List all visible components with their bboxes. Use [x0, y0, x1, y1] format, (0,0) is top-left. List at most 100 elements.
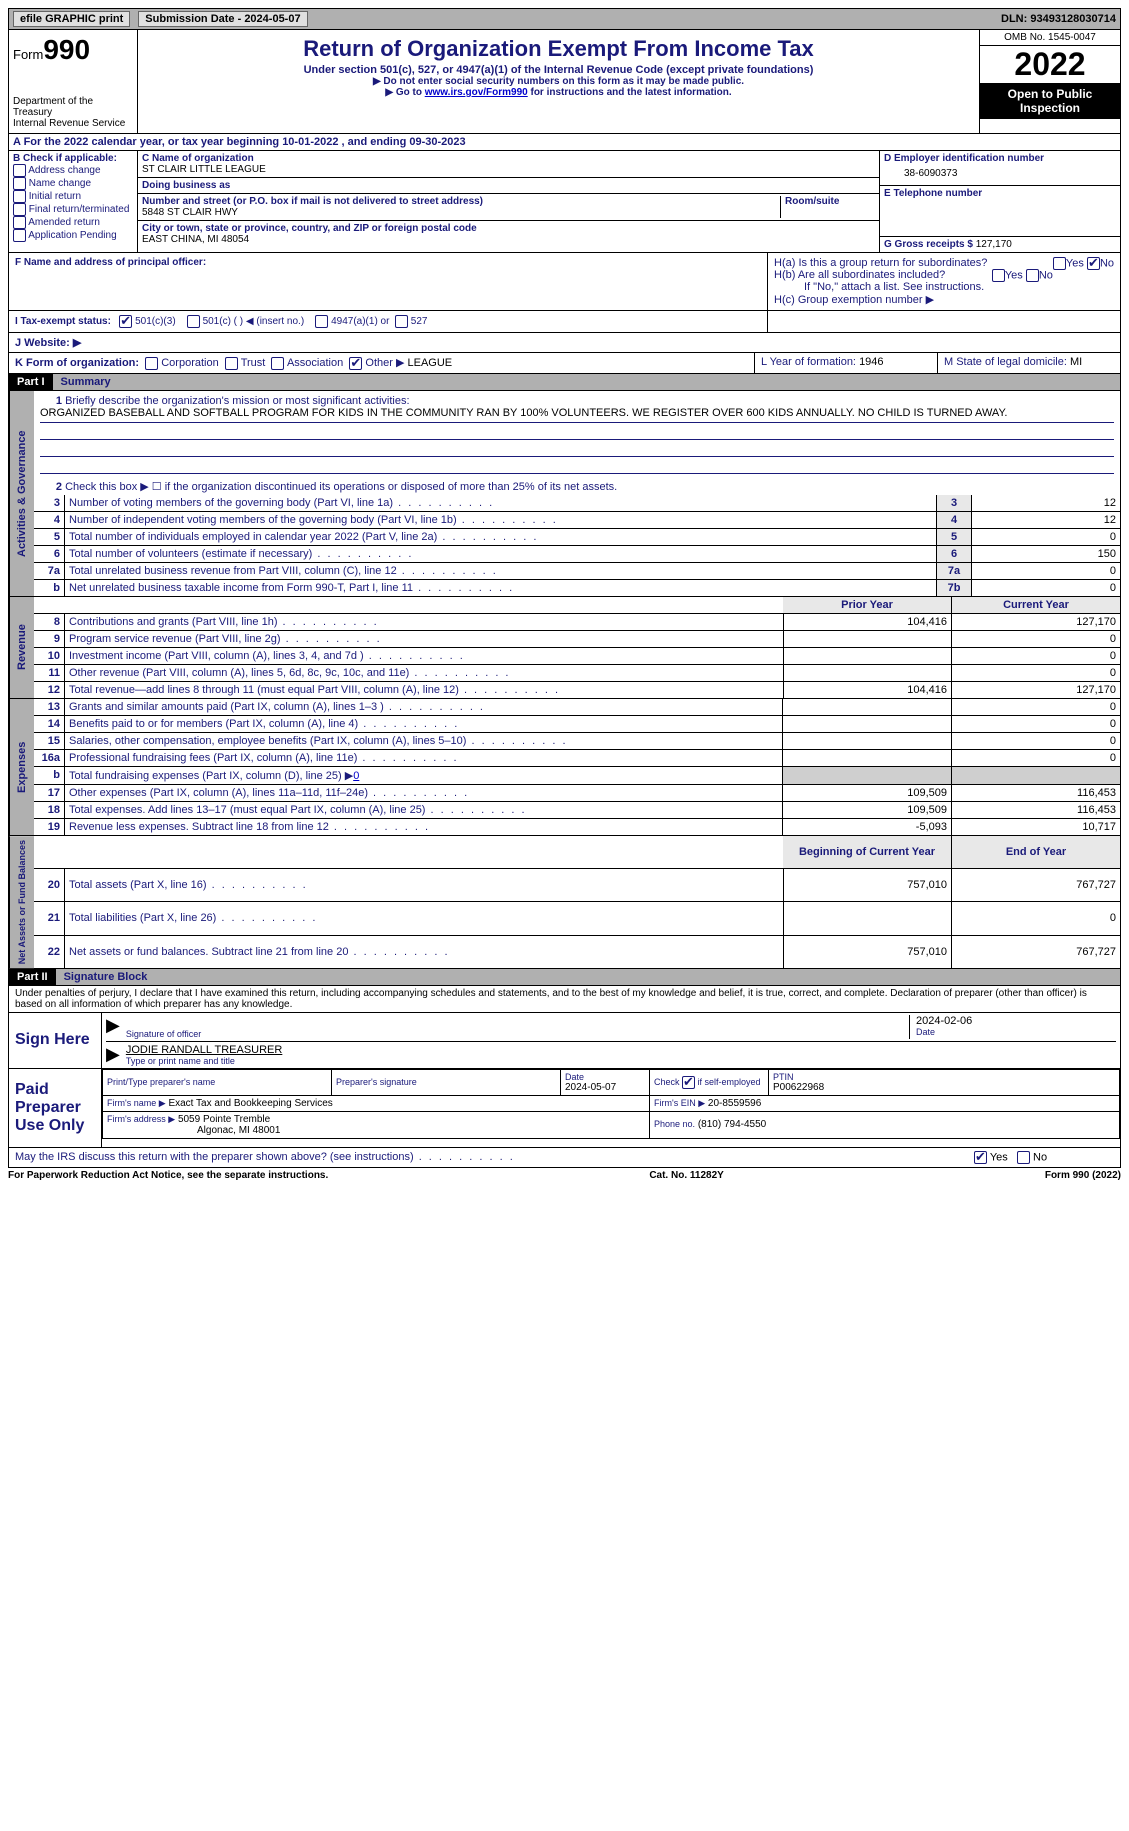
ein-label: D Employer identification number	[884, 153, 1116, 164]
paid-preparer-block: Paid Preparer Use Only Print/Type prepar…	[8, 1069, 1121, 1148]
ein-value: 38-6090373	[884, 164, 1116, 183]
q2-text: Check this box ▶ ☐ if the organization d…	[65, 481, 617, 493]
dln-value: 93493128030714	[1030, 13, 1116, 25]
footer: For Paperwork Reduction Act Notice, see …	[8, 1168, 1121, 1183]
sig-name-label: Type or print name and title	[126, 1056, 1116, 1066]
part2-title: Signature Block	[56, 969, 1120, 985]
part1-title: Summary	[53, 374, 1120, 390]
line-a: A For the 2022 calendar year, or tax yea…	[8, 134, 1121, 151]
ha-yes-checkbox[interactable]	[1053, 257, 1066, 270]
4947-checkbox[interactable]	[315, 315, 328, 328]
ha-no-checkbox[interactable]	[1087, 257, 1100, 270]
city-value: EAST CHINA, MI 48054	[142, 234, 875, 245]
gross-label: G Gross receipts $	[884, 239, 973, 250]
part2-tag: Part II	[9, 969, 56, 985]
vtab-expenses: Expenses	[9, 699, 34, 835]
form-header: Form990 Department of the Treasury Inter…	[8, 30, 1121, 134]
name-change-checkbox[interactable]	[13, 177, 26, 190]
hb-note: If "No," attach a list. See instructions…	[774, 281, 1114, 293]
firm-phone-label: Phone no.	[654, 1119, 695, 1129]
other-checkbox[interactable]	[349, 357, 362, 370]
corp-checkbox[interactable]	[145, 357, 158, 370]
form-number: Form990	[13, 34, 133, 66]
amended-return-checkbox[interactable]	[13, 216, 26, 229]
discuss-no-checkbox[interactable]	[1017, 1151, 1030, 1164]
firm-name-label: Firm's name ▶	[107, 1098, 166, 1108]
netassets-table: Beginning of Current YearEnd of Year20To…	[34, 836, 1120, 968]
firm-addr-label: Firm's address ▶	[107, 1114, 175, 1124]
trust-checkbox[interactable]	[225, 357, 238, 370]
box-b-title: B Check if applicable:	[13, 153, 133, 164]
discuss-row: May the IRS discuss this return with the…	[8, 1148, 1121, 1168]
addr-change-checkbox[interactable]	[13, 164, 26, 177]
expenses-table: 13Grants and similar amounts paid (Part …	[34, 699, 1120, 835]
firm-phone-value: (810) 794-4550	[698, 1119, 766, 1130]
m-label: M State of legal domicile:	[944, 356, 1067, 368]
street-label: Number and street (or P.O. box if mail i…	[142, 196, 780, 207]
firm-ein-value: 20-8559596	[708, 1098, 761, 1109]
hb-yes-checkbox[interactable]	[992, 269, 1005, 282]
tax-year: 2022	[980, 46, 1120, 83]
app-pending-checkbox[interactable]	[13, 229, 26, 242]
efile-print-button[interactable]: efile GRAPHIC print	[13, 11, 130, 27]
sig-name-value: JODIE RANDALL TREASURER	[126, 1044, 1116, 1056]
i-label: I Tax-exempt status:	[15, 316, 111, 327]
hb-no-checkbox[interactable]	[1026, 269, 1039, 282]
form-subtitle: Under section 501(c), 527, or 4947(a)(1)…	[142, 64, 975, 76]
city-label: City or town, state or province, country…	[142, 223, 875, 234]
j-label: J Website: ▶	[15, 337, 81, 349]
org-name: ST CLAIR LITTLE LEAGUE	[142, 164, 875, 175]
submission-date-badge: Submission Date - 2024-05-07	[138, 11, 307, 27]
form-title: Return of Organization Exempt From Incom…	[142, 36, 975, 62]
tel-label: E Telephone number	[884, 188, 1116, 199]
firm-addr2: Algonac, MI 48001	[107, 1125, 280, 1136]
paperwork-notice: For Paperwork Reduction Act Notice, see …	[8, 1170, 328, 1181]
hb-label: H(b) Are all subordinates included? Yes …	[774, 269, 1114, 281]
section-bcd: B Check if applicable: Address change Na…	[8, 151, 1121, 253]
sig-officer-label: Signature of officer	[126, 1029, 909, 1039]
firm-addr1: 5059 Pointe Tremble	[178, 1114, 270, 1125]
ha-label: H(a) Is this a group return for subordin…	[774, 257, 1114, 269]
initial-return-checkbox[interactable]	[13, 190, 26, 203]
f-label: F Name and address of principal officer:	[15, 257, 206, 268]
k-other-value: LEAGUE	[407, 357, 452, 369]
prep-sig-label: Preparer's signature	[336, 1077, 556, 1087]
prep-name-label: Print/Type preparer's name	[107, 1077, 327, 1087]
501c-checkbox[interactable]	[187, 315, 200, 328]
l-label: L Year of formation:	[761, 356, 856, 368]
irs-label: Internal Revenue Service	[13, 118, 133, 129]
ssn-note: ▶ Do not enter social security numbers o…	[142, 76, 975, 87]
k-label: K Form of organization:	[15, 357, 139, 369]
row-klm: K Form of organization: Corporation Trus…	[8, 353, 1121, 374]
part1-tag: Part I	[9, 374, 53, 390]
m-value: MI	[1070, 356, 1082, 368]
527-checkbox[interactable]	[395, 315, 408, 328]
sig-date-label: Date	[916, 1027, 1116, 1037]
self-employed-checkbox[interactable]	[682, 1076, 695, 1089]
dba-label: Doing business as	[142, 180, 875, 191]
final-return-checkbox[interactable]	[13, 203, 26, 216]
goto-note: ▶ Go to www.irs.gov/Form990 for instruct…	[142, 87, 975, 98]
netassets-section: Net Assets or Fund Balances Beginning of…	[8, 836, 1121, 969]
paid-preparer-label: Paid Preparer Use Only	[9, 1069, 102, 1147]
omb-number: OMB No. 1545-0047	[980, 30, 1120, 46]
firm-ein-label: Firm's EIN ▶	[654, 1098, 705, 1108]
firm-name-value: Exact Tax and Bookkeeping Services	[168, 1098, 332, 1109]
irs-link[interactable]: www.irs.gov/Form990	[425, 87, 528, 98]
ptin-value: P00622968	[773, 1082, 1115, 1093]
hc-label: H(c) Group exemption number ▶	[774, 293, 1114, 306]
form-footer: Form 990 (2022)	[1045, 1170, 1121, 1181]
part1-body: Activities & Governance 1 Briefly descri…	[8, 391, 1121, 597]
501c3-checkbox[interactable]	[119, 315, 132, 328]
assoc-checkbox[interactable]	[271, 357, 284, 370]
sig-date-value: 2024-02-06	[916, 1015, 1116, 1027]
sign-here-label: Sign Here	[9, 1013, 102, 1068]
self-employed-label: Check if self-employed	[654, 1076, 764, 1089]
discuss-yes-checkbox[interactable]	[974, 1151, 987, 1164]
revenue-section: Revenue Prior YearCurrent Year8Contribut…	[8, 597, 1121, 699]
top-bar: efile GRAPHIC print Submission Date - 20…	[8, 8, 1121, 30]
sign-here-block: Sign Here ▶ Signature of officer 2024-02…	[8, 1013, 1121, 1069]
street-value: 5848 ST CLAIR HWY	[142, 207, 780, 218]
declaration: Under penalties of perjury, I declare th…	[8, 986, 1121, 1013]
dln: DLN: 93493128030714	[1001, 13, 1116, 25]
